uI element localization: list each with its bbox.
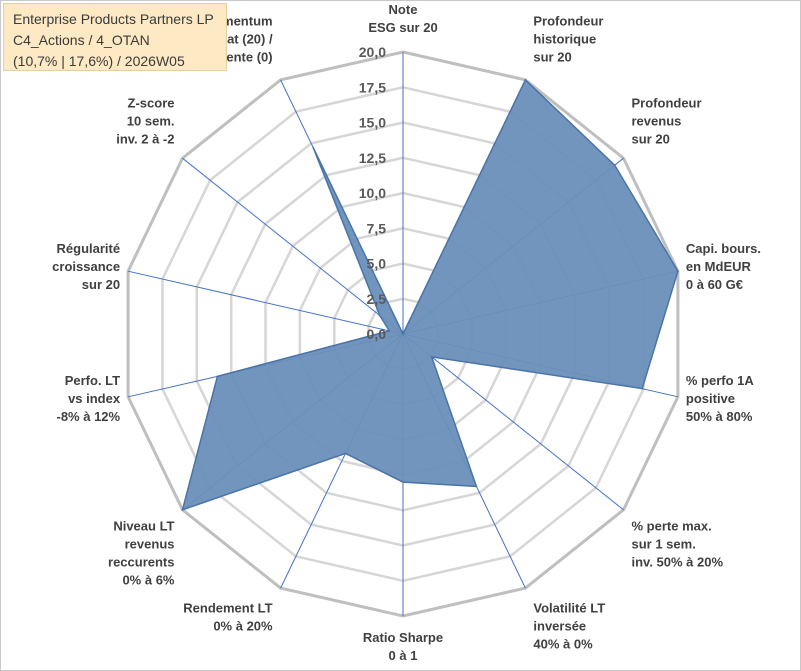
data-point xyxy=(216,375,219,378)
axis-label-line: sur 1 sem. xyxy=(632,537,696,552)
axis-label-line: Perfo. LT xyxy=(65,373,120,388)
axis-label-line: inv. 2 à -2 xyxy=(116,131,174,146)
axis-label-line: Volatilité LT xyxy=(533,601,605,616)
data-point xyxy=(379,314,381,317)
axis-label-line: reccurents xyxy=(108,555,174,570)
axis-label-line: 0 à 1 xyxy=(389,648,418,663)
tick-label: 20,0 xyxy=(359,44,386,60)
tick-label: 15,0 xyxy=(359,115,386,131)
axis-label-line: Rendement LT xyxy=(183,601,272,616)
axis-label-line: -8% à 12% xyxy=(57,409,121,424)
data-point xyxy=(475,485,478,488)
category-label: C4_Actions / 4_OTAN xyxy=(13,32,150,48)
data-point xyxy=(402,481,404,483)
axis-label: Niveau LT revenus reccurents 0% à 6% xyxy=(108,519,175,588)
axis-label-line: Vente (0) xyxy=(218,49,272,64)
axis-label-line: Niveau LT xyxy=(113,519,174,534)
axis-label-line: revenus xyxy=(632,113,682,128)
axis-label: % perfo 1A positive 50% à 80% xyxy=(686,373,755,424)
axis-label-line: Profondeur xyxy=(533,13,603,28)
data-point xyxy=(181,509,184,511)
tick-label: 7,5 xyxy=(367,220,387,236)
axis-label: Rendement LT 0% à 20% xyxy=(183,601,273,634)
axis-label-line: Ratio Sharpe xyxy=(363,630,443,645)
axis-label: % perte max. sur 1 sem. inv. 50% à 20% xyxy=(632,519,724,570)
tick-label: 17,5 xyxy=(359,79,386,95)
tick-label: 12,5 xyxy=(359,150,386,166)
data-point xyxy=(344,452,347,455)
data-point xyxy=(388,330,391,332)
company-name: Enterprise Products Partners LP xyxy=(13,11,214,27)
axis-label-line: revenus xyxy=(125,537,175,552)
data-point xyxy=(402,333,404,335)
data-point xyxy=(524,79,527,81)
axis-label-line: Régularité xyxy=(57,241,121,256)
tick-label: 0,0 xyxy=(367,326,387,342)
tick-label: 5,0 xyxy=(367,256,387,272)
axis-spoke xyxy=(127,270,404,335)
axis-label-line: en MdEUR xyxy=(686,259,752,274)
stock-info-box: Enterprise Products Partners LP C4_Actio… xyxy=(3,3,227,71)
axis-label-line: vs index xyxy=(68,391,121,406)
axis-label-line: Note xyxy=(389,2,418,17)
axis-label-line: croissance xyxy=(52,259,120,274)
axis-label-line: historique xyxy=(533,31,596,46)
axis-label: Profondeur historique sur 20 xyxy=(533,13,603,64)
axis-label-line: 0% à 6% xyxy=(122,573,174,588)
tick-label: 2,5 xyxy=(367,291,387,307)
axis-label-line: 40% à 0% xyxy=(533,637,593,652)
axis-label-line: ESG sur 20 xyxy=(368,20,437,35)
axis-label-line: Capi. bours. xyxy=(686,241,761,256)
axis-label: Perfo. LT vs index -8% à 12% xyxy=(57,373,121,424)
axis-label: Volatilité LT inversée 40% à 0% xyxy=(533,601,605,652)
axis-label-line: inv. 50% à 20% xyxy=(632,555,724,570)
axis-label-line: 50% à 80% xyxy=(686,409,753,424)
axis-label: Ratio Sharpe 0 à 1 xyxy=(363,630,443,663)
axis-label-line: 0% à 20% xyxy=(213,619,273,634)
data-point xyxy=(312,146,314,149)
axis-label-line: inversée xyxy=(533,619,586,634)
axis-labels: Note ESG sur 20 Profondeur historique sur 20… xyxy=(52,2,761,663)
axis-label-line: % perte max. xyxy=(632,519,712,534)
axis-label-line: 0 à 60 G€ xyxy=(686,277,743,292)
radial-tick-labels: 0,0 2,5 5,0 7,5 10,0 12,5 15,0 17,5 20,0 xyxy=(359,44,386,342)
data-point xyxy=(430,356,433,358)
data-point xyxy=(641,387,643,390)
radar-series xyxy=(181,78,679,511)
axis-spoke xyxy=(402,333,624,511)
axis-label-line: positive xyxy=(686,391,735,406)
axis-label-line: sur 20 xyxy=(533,49,571,64)
axis-label-line: sur 20 xyxy=(632,131,670,146)
tick-label: 10,0 xyxy=(359,185,386,201)
axis-spoke xyxy=(182,157,404,335)
axis-label-line: Profondeur xyxy=(632,95,702,110)
axis-label-line: Z-score xyxy=(128,95,175,110)
axis-label-line: % perfo 1A xyxy=(686,373,755,388)
data-point xyxy=(613,164,616,166)
axis-label-line: sur 20 xyxy=(82,277,120,292)
axis-label-line: 10 sem. xyxy=(127,113,175,128)
axis-label: Note ESG sur 20 xyxy=(368,2,437,35)
axis-label: Capi. bours. en MdEUR 0 à 60 G€ xyxy=(686,241,761,292)
data-point xyxy=(677,270,679,273)
axis-label: Régularité croissance sur 20 xyxy=(52,241,120,292)
axis-label: Profondeur revenus sur 20 xyxy=(632,95,702,146)
performance-week-label: (10,7% | 17,6%) / 2026W05 xyxy=(13,53,185,69)
axis-label: Z-score 10 sem. inv. 2 à -2 xyxy=(116,95,174,146)
